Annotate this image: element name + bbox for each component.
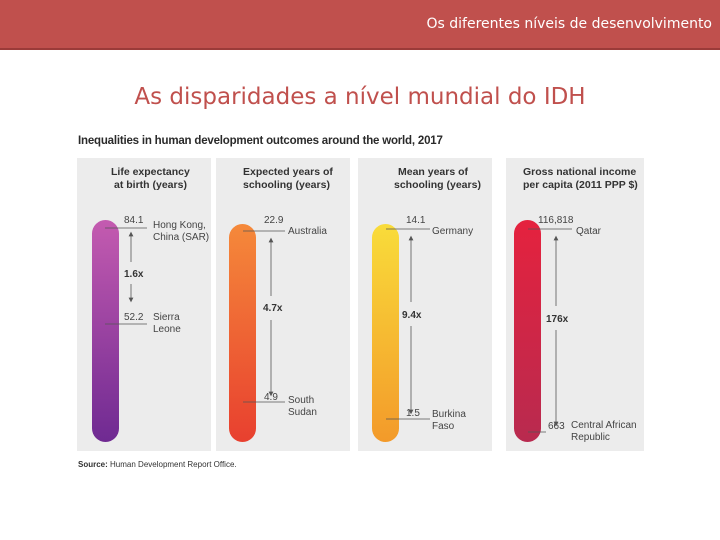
low-value: 663 <box>548 421 565 432</box>
low-value: 4.9 <box>264 392 278 403</box>
gradient-bar <box>372 224 399 442</box>
header-bar: Os diferentes níveis de desenvolvimento <box>0 0 720 50</box>
high-value: 116,818 <box>538 215 574 226</box>
panel-header: Expected years of schooling (years) <box>243 166 333 191</box>
gradient-bar <box>514 220 541 442</box>
low-label: Burkina Faso <box>432 409 466 432</box>
high-value: 14.1 <box>406 215 426 226</box>
panel-mean-schooling: Mean years of schooling (years) 14.1 Ger… <box>358 158 492 451</box>
low-value: 52.2 <box>124 312 144 323</box>
figure-title: Inequalities in human development outcom… <box>78 135 443 147</box>
panel-header: Gross national income per capita (2011 P… <box>523 166 638 191</box>
high-label: Hong Kong, China (SAR) <box>153 220 210 243</box>
gradient-bar <box>229 224 256 442</box>
panel-header: Mean years of schooling (years) <box>394 166 481 191</box>
slide-title: As disparidades a nível mundial do IDH <box>134 84 586 110</box>
low-label: Sierra Leone <box>153 312 181 335</box>
header-title: Os diferentes níveis de desenvolvimento <box>426 16 712 32</box>
ratio-label: 176x <box>546 314 569 325</box>
ratio-label: 4.7x <box>263 303 283 314</box>
low-label: South Sudan <box>288 395 317 418</box>
panel-gni-per-capita: Gross national income per capita (2011 P… <box>506 158 644 451</box>
high-label: Australia <box>288 226 327 237</box>
high-label: Qatar <box>576 226 602 237</box>
ratio-label: 9.4x <box>402 310 422 321</box>
panel-life-expectancy: Life expectancy at birth (years) 84.1 Ho… <box>77 158 211 451</box>
high-value: 84.1 <box>124 215 144 226</box>
panel-header: Life expectancy at birth (years) <box>111 166 190 191</box>
figure-source: Source: Human Development Report Office. <box>78 460 237 469</box>
ratio-label: 1.6x <box>124 269 144 280</box>
low-label: Central African Republic <box>571 420 637 443</box>
high-value: 22.9 <box>264 215 284 226</box>
gradient-bar <box>92 220 119 442</box>
high-label: Germany <box>432 226 474 237</box>
